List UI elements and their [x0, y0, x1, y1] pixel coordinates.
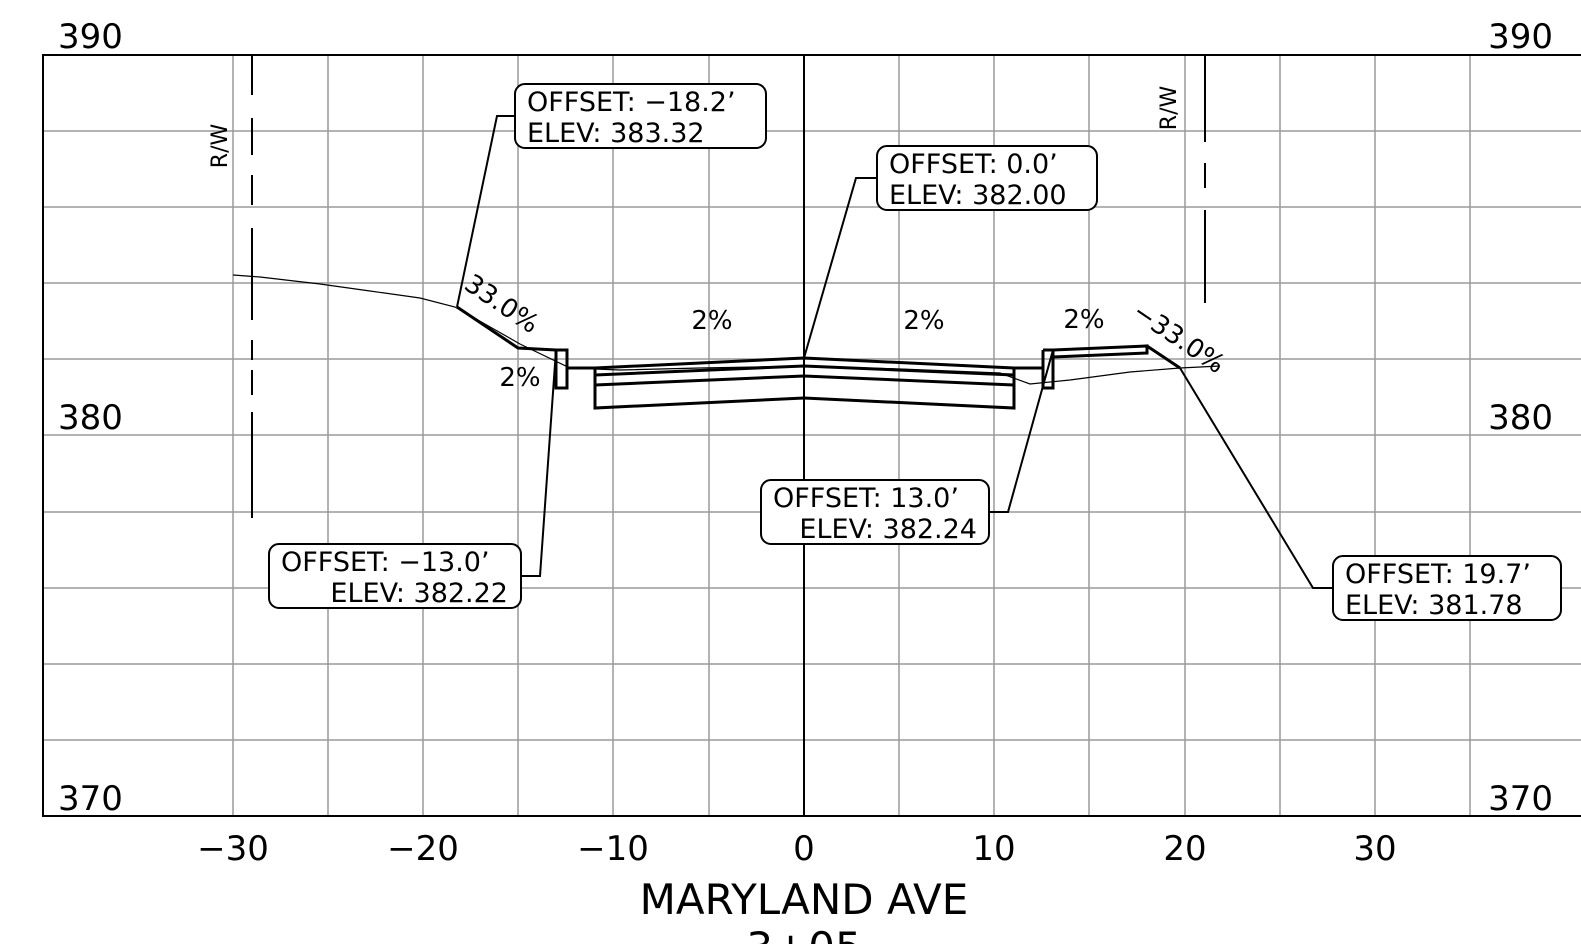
- plot-frame: [42, 54, 1581, 817]
- y-label-left-390: 390: [58, 17, 123, 57]
- y-label-left-380: 380: [58, 398, 123, 438]
- callout-offset-text: OFFSET: −18.2’: [527, 87, 736, 118]
- callout-elev-text: ELEV: 383.32: [527, 118, 705, 149]
- callout-offset-text: OFFSET: −13.0’: [281, 547, 490, 578]
- callout-elev-text: ELEV: 382.24: [799, 514, 977, 545]
- left-curb-flow: [565, 350, 595, 370]
- x-label-neg30: −30: [197, 829, 269, 869]
- callout-offset-neg18-2: OFFSET: −18.2’ ELEV: 383.32: [514, 83, 767, 149]
- rw-label-left: R/W: [208, 124, 233, 169]
- slope-label-left-lane: 2%: [691, 306, 732, 336]
- right-sidewalk: [1052, 344, 1149, 359]
- x-label-10: 10: [972, 829, 1015, 869]
- x-label-30: 30: [1353, 829, 1396, 869]
- y-label-right-370: 370: [1488, 779, 1553, 819]
- callout-offset-13: OFFSET: 13.0’ ELEV: 382.24: [760, 479, 990, 545]
- callout-offset-text: OFFSET: 0.0’: [889, 149, 1058, 180]
- slope-label-right-shoulder: 2%: [1063, 305, 1104, 335]
- slope-label-left-shoulder: 2%: [499, 363, 540, 393]
- callout-offset-neg13: OFFSET: −13.0’ ELEV: 382.22: [268, 543, 522, 609]
- section-title: MARYLAND AVE: [640, 875, 969, 924]
- callout-leaders: [456, 115, 1333, 589]
- existing-ground-line: [232, 274, 1221, 385]
- callout-elev-text: ELEV: 382.22: [330, 578, 508, 609]
- x-label-0: 0: [793, 829, 815, 869]
- left-curb: [554, 348, 569, 390]
- right-side-slope: [1146, 344, 1181, 370]
- station-label: 3+05: [746, 923, 861, 944]
- right-curb: [1041, 348, 1055, 390]
- callout-offset-0: OFFSET: 0.0’ ELEV: 382.00: [876, 145, 1098, 211]
- grid: [43, 55, 1581, 816]
- rw-label-right: R/W: [1157, 86, 1182, 131]
- x-label-neg10: −10: [577, 829, 649, 869]
- y-label-right-390: 390: [1488, 17, 1553, 57]
- x-label-neg20: −20: [387, 829, 459, 869]
- slope-label-left-side: 33.0%: [459, 269, 544, 340]
- callout-elev-text: ELEV: 382.00: [889, 180, 1067, 211]
- callout-offset-text: OFFSET: 19.7’: [1345, 559, 1531, 590]
- callout-offset-19-7: OFFSET: 19.7’ ELEV: 381.78: [1332, 555, 1562, 621]
- y-label-right-380: 380: [1488, 398, 1553, 438]
- left-side-slope: [456, 305, 557, 352]
- callout-elev-text: ELEV: 381.78: [1345, 590, 1523, 621]
- callout-offset-text: OFFSET: 13.0’: [773, 483, 959, 514]
- slope-label-right-lane: 2%: [903, 306, 944, 336]
- y-label-left-370: 370: [58, 779, 123, 819]
- x-label-20: 20: [1163, 829, 1206, 869]
